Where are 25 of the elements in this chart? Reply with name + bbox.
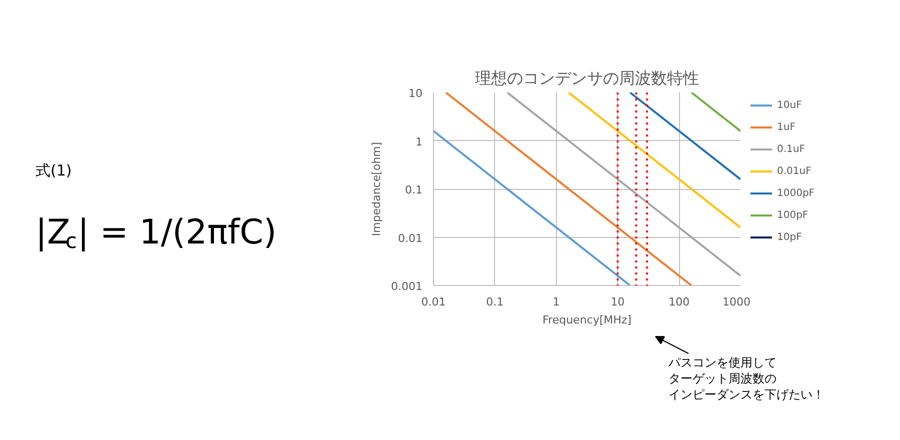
- legend-label: 0.01uF: [777, 166, 812, 176]
- text: ターゲット周波数の: [668, 372, 776, 386]
- y-axis-title: Impedance[ohm]: [370, 142, 384, 236]
- x-tick-label: 0.01: [421, 296, 446, 308]
- legend-label: 0.1uF: [777, 144, 805, 154]
- chart-title: 理想のコンデンサの周波数特性: [475, 68, 699, 88]
- y-tick-label: 0.001: [391, 280, 423, 293]
- text: 式(1): [36, 162, 72, 180]
- x-tick-label: 10: [610, 296, 625, 308]
- x-axis-title: Frequency[MHz]: [542, 314, 632, 326]
- x-tick-label: 1000: [722, 296, 751, 308]
- y-tick-label: 1: [416, 135, 422, 148]
- y-tick-label: 0.1: [405, 184, 423, 196]
- legend-label: 10uF: [777, 100, 802, 110]
- y-tick-label: 0.01: [398, 232, 423, 245]
- text: インピーダンスを下げたい！: [668, 388, 824, 402]
- legend-label: 1uF: [777, 122, 796, 132]
- text: パスコンを使用して: [668, 356, 776, 370]
- legend-label: 100pF: [777, 210, 808, 220]
- x-tick-label: 100: [668, 296, 690, 308]
- legend-label: 10pF: [777, 232, 802, 242]
- legend-label: 1000pF: [777, 188, 815, 198]
- y-tick-label: 10: [408, 87, 423, 100]
- x-tick-label: 1: [552, 296, 560, 308]
- x-tick-label: 0.1: [486, 296, 504, 308]
